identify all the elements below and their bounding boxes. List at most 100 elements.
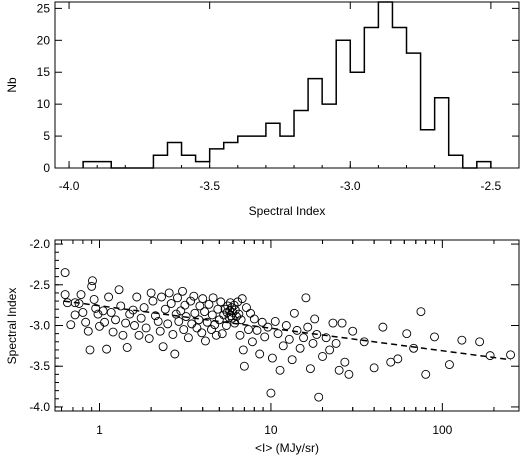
scatter-point (257, 317, 267, 327)
scatter-point (111, 315, 120, 325)
scatter-point (93, 309, 103, 319)
scatter-point (104, 292, 114, 302)
scatter-point (239, 361, 249, 371)
scatter-point (208, 293, 218, 303)
scatter-point (244, 325, 253, 335)
histogram-y-tick-label: 5 (43, 129, 50, 143)
scatter-point (173, 293, 182, 303)
histogram-bar (364, 28, 378, 168)
histogram-bar (196, 162, 210, 168)
scatter-point (168, 330, 178, 339)
scatter-point (153, 316, 163, 326)
scatter-point (100, 317, 109, 327)
histogram-bar (477, 162, 491, 168)
scatter-point (308, 338, 318, 348)
scatter-point (318, 351, 327, 361)
scatter-point (247, 337, 257, 347)
scatter-frame (54, 239, 520, 412)
scatter-point (393, 354, 403, 364)
scatter-point (409, 343, 419, 353)
histogram-y-tick-label: 25 (37, 1, 51, 15)
histogram-panel: -4.0 -3.5 -3.0 -2.5 0 5 10 15 20 25 Spectral Inde… (5, 1, 520, 218)
scatter-point (301, 293, 311, 303)
histogram-step-line (82, 1, 492, 169)
histogram-bar (435, 98, 449, 168)
scatter-point (232, 312, 241, 321)
scatter-point (174, 316, 184, 326)
scatter-point (475, 337, 485, 347)
scatter-point (295, 343, 305, 353)
scatter-point (157, 292, 166, 302)
scatter-point (158, 342, 168, 352)
scatter-point (136, 313, 146, 323)
histogram-bins (83, 2, 491, 168)
scatter-point (163, 319, 173, 329)
scatter-point (299, 333, 309, 343)
scatter-point (181, 312, 191, 321)
scatter-point (164, 288, 174, 298)
scatter-point (88, 276, 97, 286)
scatter-point (485, 351, 495, 361)
scatter-point (130, 321, 139, 330)
scatter-point (359, 337, 369, 347)
scatter-point (278, 341, 288, 351)
scatter-point (60, 268, 70, 278)
scatter-point (207, 310, 217, 320)
scatter-point (378, 322, 388, 332)
scatter-point (66, 320, 76, 330)
histogram-x-tick-label: -3.0 (340, 179, 361, 193)
scatter-point (95, 321, 104, 331)
histogram-bar (378, 2, 392, 168)
scatter-point (236, 315, 246, 325)
scatter-point (146, 288, 156, 298)
scatter-point (287, 355, 297, 365)
scatter-point (179, 325, 189, 335)
scatter-point (402, 329, 412, 339)
scatter-point (430, 332, 439, 342)
histogram-x-tick-label: -3.5 (199, 179, 220, 193)
scatter-point (457, 335, 467, 345)
scatter-point (214, 315, 224, 325)
scatter-panel: 1 10 100-4.0-3.5-3.0-2.5-2.0 <I> (MJy/sr) … (5, 237, 520, 455)
scatter-point (183, 333, 193, 343)
scatter-point (197, 328, 207, 338)
scatter-point (344, 369, 354, 379)
histogram-bar (294, 111, 308, 168)
scatter-point (284, 334, 294, 344)
scatter-point (260, 332, 270, 342)
scatter-point (194, 315, 204, 325)
scatter-point (155, 326, 165, 336)
scatter-point (270, 316, 280, 326)
scatter-point (70, 310, 80, 320)
scatter-point (76, 290, 86, 300)
histogram-x-tick-label: -2.5 (481, 179, 502, 193)
histogram-y-tick-label: 10 (37, 97, 51, 111)
scatter-point (189, 291, 199, 301)
scatter-y-tick-label: -2.5 (29, 278, 50, 292)
scatter-point (141, 323, 151, 333)
scatter-point (340, 357, 350, 367)
scatter-point (506, 350, 516, 360)
scatter-point (139, 303, 149, 313)
scatter-point (213, 304, 223, 314)
scatter-point (227, 313, 237, 323)
scatter-x-tick-label: 100 (432, 423, 452, 437)
scatter-point (221, 321, 231, 330)
histogram-bar (224, 142, 238, 168)
scatter-point (328, 318, 338, 328)
scatter-point (176, 306, 186, 316)
histogram-bar (421, 130, 435, 168)
scatter-point (60, 290, 70, 300)
scatter-point (235, 330, 245, 340)
scatter-point (122, 343, 132, 352)
scatter-point (74, 299, 84, 308)
scatter-point (348, 326, 358, 336)
scatter-point (331, 338, 341, 348)
scatter-point (118, 330, 128, 340)
scatter-point (144, 334, 154, 343)
histogram-bar (280, 136, 294, 168)
scatter-point (207, 325, 216, 335)
scatter-point (303, 322, 313, 332)
histogram-x-tick-label: -4.0 (59, 179, 80, 193)
